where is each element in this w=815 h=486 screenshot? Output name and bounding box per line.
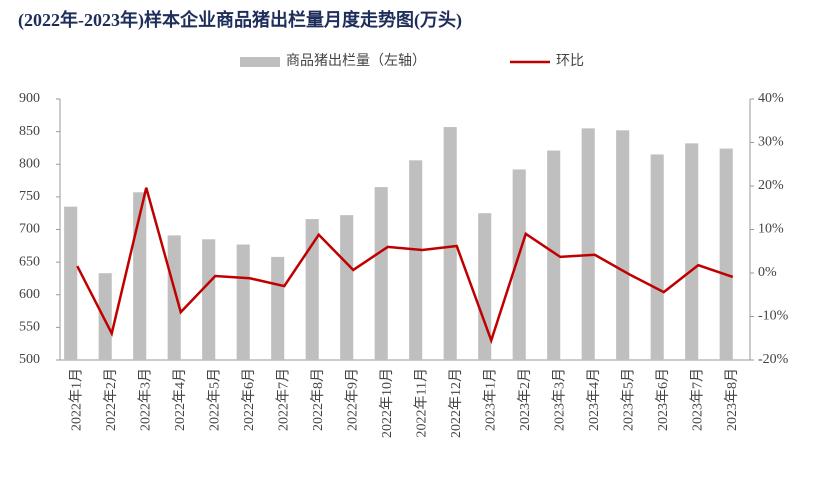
x-tick-label: 2022年11月 [413, 368, 429, 437]
y2-tick-label: 10% [758, 222, 784, 237]
bar [202, 239, 216, 360]
y-tick-label: 900 [19, 91, 40, 106]
bar [616, 130, 630, 360]
x-tick-label: 2022年7月 [275, 368, 291, 431]
x-tick-label: 2022年1月 [68, 368, 84, 431]
x-tick-label: 2022年3月 [137, 368, 153, 431]
bar [547, 150, 561, 360]
y-tick-label: 550 [19, 320, 40, 335]
bar [374, 187, 388, 360]
y-tick-label: 700 [19, 222, 40, 237]
x-tick-label: 2023年5月 [620, 368, 636, 431]
y-tick-label: 650 [19, 254, 40, 269]
bar [340, 215, 354, 360]
bar [719, 148, 733, 360]
y2-tick-label: 40% [758, 91, 784, 106]
x-tick-label: 2023年4月 [586, 368, 602, 431]
legend-label: 环比 [556, 53, 584, 69]
bar [236, 244, 250, 360]
y-tick-label: 850 [19, 124, 40, 139]
x-tick-label: 2022年10月 [379, 368, 395, 438]
legend-label: 商品猪出栏量（左轴） [286, 53, 426, 69]
bar [581, 128, 595, 360]
y-tick-label: 500 [19, 352, 40, 367]
x-tick-label: 2023年1月 [482, 368, 498, 431]
legend-swatch [240, 57, 280, 67]
bar [98, 273, 112, 360]
bar [443, 127, 457, 361]
x-tick-label: 2023年3月 [551, 368, 567, 431]
x-tick-label: 2022年12月 [448, 368, 464, 438]
bar [512, 169, 526, 360]
x-tick-label: 2022年2月 [103, 368, 119, 431]
y2-tick-label: -20% [758, 352, 789, 367]
y-tick-label: 600 [19, 287, 40, 302]
bar [305, 219, 319, 360]
y2-tick-label: 0% [758, 265, 777, 280]
bar [271, 256, 285, 360]
x-tick-label: 2022年9月 [344, 368, 360, 431]
bar [478, 213, 492, 360]
y-tick-label: 800 [19, 156, 40, 171]
chart-title: (2022年-2023年)样本企业商品猪出栏量月度走势图(万头) [18, 9, 462, 31]
x-tick-label: 2022年8月 [310, 368, 326, 431]
y-tick-label: 750 [19, 189, 40, 204]
bar [409, 160, 423, 360]
y2-tick-label: 20% [758, 178, 784, 193]
bar [167, 235, 181, 360]
x-tick-label: 2023年6月 [655, 368, 671, 431]
x-tick-label: 2023年2月 [517, 368, 533, 431]
x-tick-label: 2022年6月 [241, 368, 257, 431]
x-tick-label: 2023年8月 [724, 368, 740, 431]
bar [650, 154, 664, 360]
line [76, 187, 734, 345]
x-tick-label: 2023年7月 [689, 368, 705, 431]
y2-tick-label: -10% [758, 309, 789, 324]
y2-tick-label: 30% [758, 135, 784, 150]
bar [685, 143, 699, 360]
x-tick-label: 2022年4月 [172, 368, 188, 431]
x-tick-label: 2022年5月 [206, 368, 222, 431]
bar [64, 206, 78, 360]
